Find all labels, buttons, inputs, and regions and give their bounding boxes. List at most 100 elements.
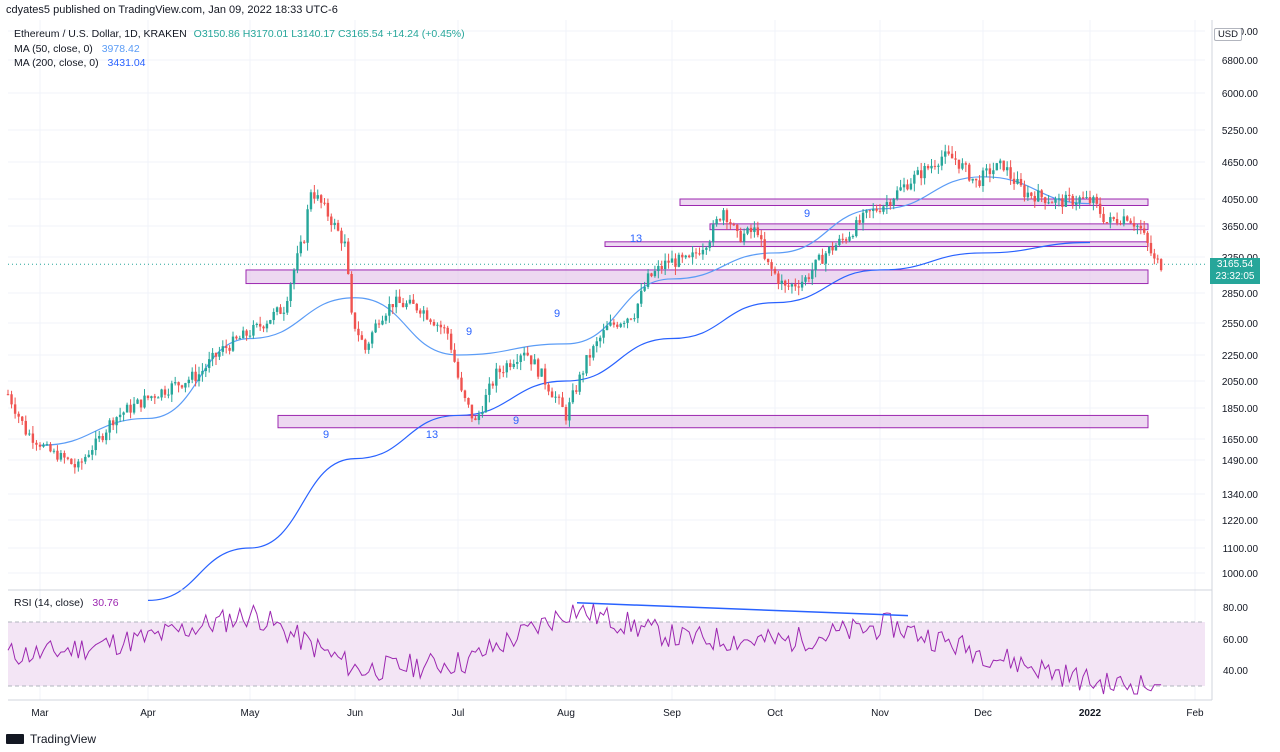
- candle-body: [575, 390, 578, 392]
- candle-body: [408, 299, 412, 304]
- rsi-band: [8, 622, 1205, 686]
- candle-body: [474, 418, 477, 421]
- candle-body: [950, 153, 954, 159]
- currency-badge[interactable]: USD: [1213, 28, 1242, 41]
- candle-body: [129, 404, 132, 413]
- candle-body: [746, 227, 749, 234]
- candle-body: [180, 385, 184, 388]
- candle-body: [170, 383, 173, 395]
- candle-body: [313, 192, 316, 199]
- time-tick-label: Mar: [31, 708, 49, 719]
- candle-body: [827, 246, 831, 254]
- candle-body: [163, 389, 167, 395]
- candle-body: [347, 241, 350, 274]
- candle-body: [412, 299, 415, 304]
- td-sequential-labels: 9 13 9 9 9 13 9: [323, 208, 810, 441]
- candle-body: [242, 330, 245, 339]
- candle-body: [272, 311, 275, 321]
- candle-body: [1040, 190, 1043, 198]
- candle-body: [739, 230, 742, 242]
- candle-body: [1016, 178, 1019, 184]
- candle-body: [208, 359, 211, 368]
- candle-body: [660, 266, 663, 270]
- candle-body: [643, 287, 646, 291]
- td-count-label: 9: [513, 415, 519, 427]
- tradingview-logo-icon: [6, 734, 24, 744]
- legend-ma50-label: MA (50, close, 0): [14, 43, 93, 55]
- candle-body: [49, 444, 52, 452]
- candle-body: [275, 307, 279, 312]
- candle-body: [252, 324, 255, 336]
- price-tick-label: 1490.00: [1222, 456, 1259, 467]
- candle-body: [844, 239, 848, 241]
- candle-body: [146, 395, 150, 399]
- candle-body: [73, 464, 77, 468]
- candle-body: [999, 160, 1002, 164]
- candle-body: [766, 258, 770, 263]
- candle-body: [1156, 258, 1159, 260]
- candle-body: [841, 238, 844, 240]
- candle-body: [343, 241, 347, 244]
- candle-body: [1078, 197, 1081, 203]
- candle-body: [592, 346, 595, 358]
- candle-body: [992, 170, 995, 175]
- tradingview-brand[interactable]: TradingView: [6, 732, 96, 746]
- candle-body: [1132, 223, 1136, 227]
- candle-body: [66, 457, 70, 459]
- candle-body: [783, 280, 787, 286]
- candle-body: [657, 266, 660, 272]
- candle-body: [797, 286, 800, 288]
- candle-body: [667, 260, 670, 263]
- candle-body: [125, 404, 129, 413]
- candle-body: [1005, 167, 1009, 171]
- price-tick-label: 1340.00: [1222, 490, 1259, 501]
- time-tick-label: Feb: [1186, 708, 1204, 719]
- candle-body: [63, 452, 66, 458]
- time-tick-label: May: [241, 708, 260, 719]
- candle-body: [807, 277, 811, 279]
- price-tick-label: 1850.00: [1222, 404, 1259, 415]
- candle-body: [21, 416, 24, 421]
- candle-body: [516, 362, 519, 364]
- candle-body: [306, 209, 309, 243]
- rsi-tick-label: 60.00: [1223, 635, 1248, 646]
- candle-body: [505, 363, 508, 373]
- candle-body: [10, 394, 13, 405]
- candle-body: [360, 335, 364, 340]
- candle-body: [742, 233, 746, 242]
- price-tick-label: 1220.00: [1222, 516, 1259, 527]
- candle-body: [460, 377, 463, 391]
- candle-body: [988, 168, 992, 175]
- candle-body: [245, 330, 248, 336]
- candle-body: [674, 258, 677, 267]
- price-tick-label: 4650.00: [1222, 158, 1259, 169]
- candle-body: [650, 273, 653, 277]
- candle-body: [944, 151, 947, 157]
- candle-body: [899, 187, 902, 191]
- candle-body: [377, 323, 381, 325]
- candle-body: [136, 399, 139, 404]
- candle-body: [1061, 198, 1064, 207]
- candle-body: [59, 452, 63, 460]
- candle-body: [875, 208, 878, 211]
- legend-ohlc: O3150.86 H3170.01 L3140.17 C3165.54 +14.…: [193, 28, 465, 40]
- candle-body: [35, 442, 38, 445]
- price-tick-label: 6000.00: [1222, 89, 1259, 100]
- candle-body: [588, 355, 592, 358]
- rsi-series: [7, 603, 1162, 695]
- candle-body: [443, 327, 446, 329]
- candle-body: [28, 433, 31, 435]
- candle-body: [954, 158, 957, 160]
- candle-body: [115, 417, 118, 426]
- candle-body: [640, 290, 643, 304]
- candle-body: [1050, 202, 1054, 204]
- td-count-label: 13: [630, 233, 642, 245]
- candle-body: [153, 396, 156, 398]
- candle-body: [502, 372, 505, 374]
- candle-body: [488, 383, 491, 395]
- candle-body: [1054, 198, 1057, 203]
- candle-body: [1126, 216, 1129, 221]
- candle-body: [80, 461, 84, 463]
- candle-body: [333, 222, 336, 226]
- price-zone: [709, 223, 1149, 231]
